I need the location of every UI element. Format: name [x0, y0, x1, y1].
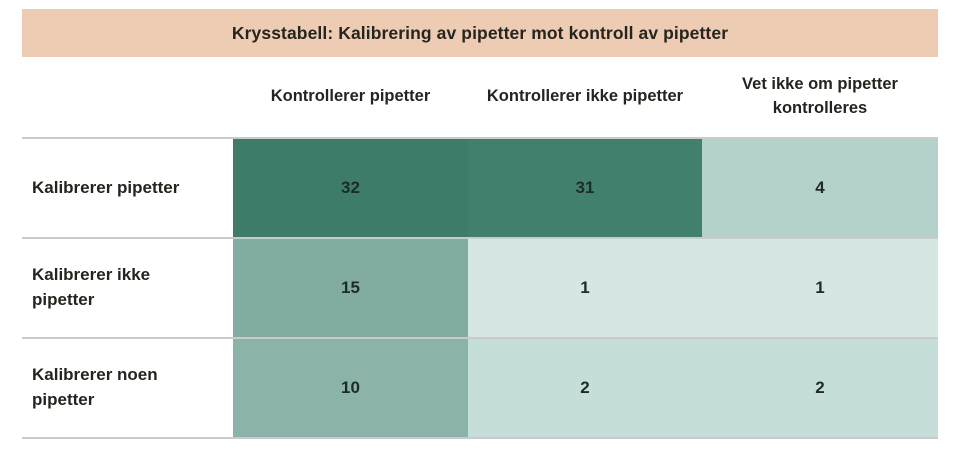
row-header-kalibrerer-ikke-pipetter: Kalibrerer ikke pipetter [22, 239, 233, 339]
column-header-kontrollerer-pipetter: Kontrollerer pipetter [233, 57, 468, 139]
crosstab-table: Kontrollerer pipetter Kontrollerer ikke … [22, 57, 938, 439]
cell-value: 10 [341, 378, 360, 397]
table-title-bar: Krysstabell: Kalibrering av pipetter mot… [22, 9, 938, 57]
table-cell: 2 [468, 339, 702, 439]
column-header-kontrollerer-ikke-pipetter: Kontrollerer ikke pipetter [468, 57, 702, 139]
table-title: Krysstabell: Kalibrering av pipetter mot… [231, 22, 729, 43]
cell-value: 1 [580, 278, 590, 297]
corner-cell [22, 57, 233, 139]
cell-value: 31 [575, 178, 595, 197]
row-header-label: Kalibrerer pipetter [32, 177, 180, 197]
table-cell: 2 [702, 339, 938, 439]
cell-value: 15 [341, 278, 360, 297]
column-header-label: Kontrollerer ikke pipetter [486, 87, 684, 106]
table-cell: 1 [702, 239, 938, 339]
cell-value: 1 [815, 278, 825, 297]
table-cell: 31 [468, 139, 702, 239]
row-header-label: Kalibrerer noen pipetter [32, 365, 158, 409]
table-cell: 1 [468, 239, 702, 339]
row-header-kalibrerer-noen-pipetter: Kalibrerer noen pipetter [22, 339, 233, 439]
column-header-label: Kontrollerer pipetter [270, 87, 431, 106]
row-header-label: Kalibrerer ikke pipetter [32, 265, 151, 309]
table-cell: 10 [233, 339, 468, 439]
cell-value: 2 [580, 378, 590, 397]
table-cell: 15 [233, 239, 468, 339]
cell-value: 4 [815, 178, 825, 197]
table-cell: 4 [702, 139, 938, 239]
cell-value: 32 [341, 178, 360, 197]
cell-value: 2 [815, 378, 825, 397]
column-header-vet-ikke: Vet ikke om pipetter kontrolleres [702, 57, 938, 139]
column-header-label: Vet ikke om pipetter kontrolleres [742, 75, 898, 117]
row-header-kalibrerer-pipetter: Kalibrerer pipetter [22, 139, 233, 239]
table-cell: 32 [233, 139, 468, 239]
